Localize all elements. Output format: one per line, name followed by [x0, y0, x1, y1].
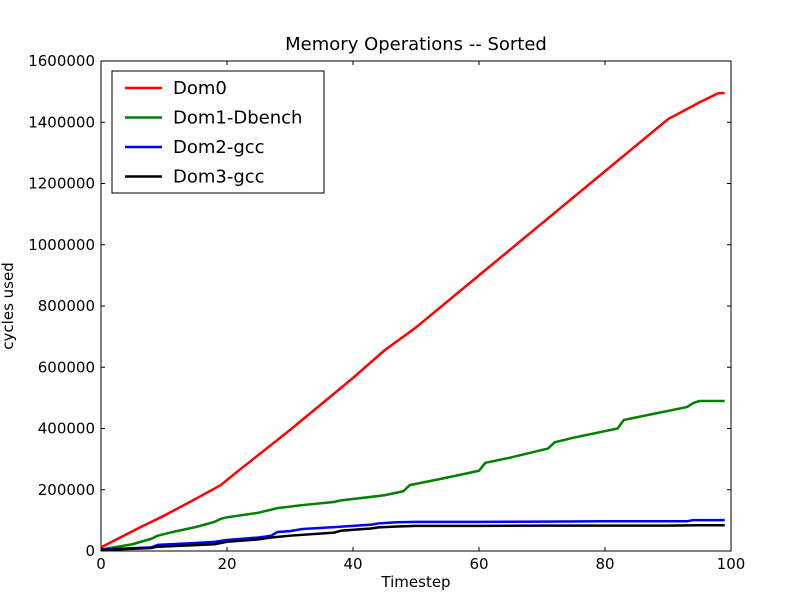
y-tick-label: 1200000: [28, 175, 95, 193]
y-tick-label: 0: [85, 542, 95, 560]
legend-label: Dom3-gcc: [173, 167, 265, 188]
y-tick-label: 600000: [38, 358, 95, 376]
x-tick-label: 20: [217, 555, 236, 573]
legend-items: Dom0 Dom1-Dbench Dom2-gcc Dom3-gcc: [125, 78, 302, 188]
y-tick-label: 200000: [38, 481, 95, 499]
y-tick-label: 1400000: [28, 113, 95, 131]
y-axis-label: cycles used: [0, 262, 17, 349]
x-tick-label: 40: [343, 555, 362, 573]
y-tick-label: 800000: [38, 297, 95, 315]
x-tick-label: 80: [595, 555, 614, 573]
x-axis-label: Timestep: [380, 573, 450, 591]
chart-title: Memory Operations -- Sorted: [285, 34, 547, 55]
y-tick-label: 400000: [38, 420, 95, 438]
y-axis-ticks: 0 200000 400000 600000 800000 1000000 1200000 1…: [28, 52, 731, 560]
legend-label: Dom0: [173, 78, 227, 99]
series-lines: [100, 91, 725, 552]
legend: Dom0 Dom1-Dbench Dom2-gcc Dom3-gcc: [111, 70, 325, 194]
series-line-1: [100, 91, 725, 549]
plot-area: 0 20 40 60 80 100 0 200000 400000 600000 800000 10…: [28, 52, 745, 573]
legend-box: [111, 70, 325, 194]
x-tick-label: 60: [469, 555, 488, 573]
legend-label: Dom2-gcc: [173, 137, 265, 158]
x-tick-label: 100: [717, 555, 746, 573]
series-line-3: [100, 518, 725, 551]
series-line-4: [100, 524, 725, 552]
y-tick-label: 1000000: [28, 236, 95, 254]
series-line-2: [100, 399, 725, 551]
legend-label: Dom1-Dbench: [173, 108, 302, 129]
x-tick-label: 0: [96, 555, 106, 573]
x-axis-ticks: 0 20 40 60 80 100: [96, 61, 745, 573]
y-tick-label: 1600000: [28, 52, 95, 70]
